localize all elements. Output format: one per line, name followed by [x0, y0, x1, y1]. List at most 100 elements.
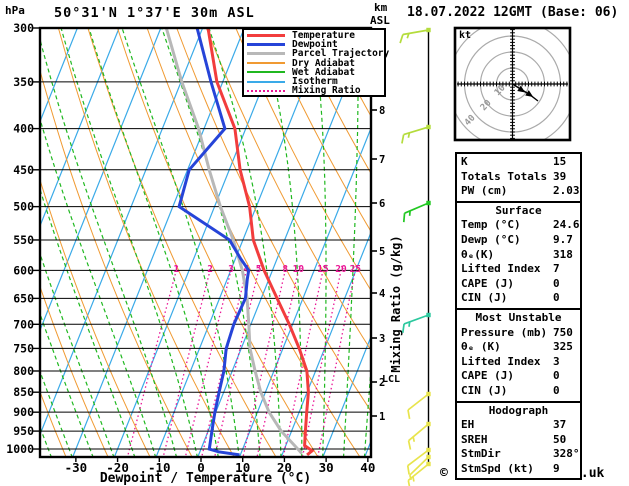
wind-barb — [407, 461, 431, 486]
svg-text:25: 25 — [350, 264, 362, 275]
table-row: θₑ(K) 318 — [457, 248, 580, 263]
legend-label: Wet Adiabat — [292, 66, 355, 78]
row-label: Temp (°C) — [461, 218, 521, 232]
row-value: 0 — [553, 291, 560, 305]
svg-text:-20: -20 — [106, 460, 129, 475]
table-row: CAPE (J) 0 — [457, 277, 580, 292]
table-row: Temp (°C) 24.6 — [457, 218, 580, 233]
svg-text:750: 750 — [13, 341, 34, 355]
row-value: 318 — [553, 247, 573, 261]
legend-label: Dry Adiabat — [292, 57, 355, 69]
temperature-line-swatch — [247, 34, 285, 38]
svg-text:4: 4 — [379, 288, 385, 300]
svg-text:40: 40 — [360, 460, 375, 475]
svg-text:5: 5 — [256, 264, 262, 275]
svg-text:7: 7 — [379, 154, 385, 166]
svg-text:900: 900 — [13, 405, 34, 419]
svg-text:-30: -30 — [65, 460, 88, 475]
svg-text:450: 450 — [13, 163, 34, 177]
svg-text:10: 10 — [235, 460, 250, 475]
row-value: 15 — [553, 155, 567, 168]
indices-section-surface: Surface Temp (°C) 24.6 Dewp (°C) 9.7 θₑ(K)… — [455, 200, 582, 310]
row-value: 325 — [553, 340, 573, 354]
wet-adiabat-line-swatch — [247, 71, 285, 74]
legend-label: Parcel Trajectory — [292, 48, 390, 60]
svg-text:700: 700 — [13, 317, 34, 331]
indices-panel: K 15 Totals Totals 39 PW (cm) 2.03 Surface … — [455, 152, 582, 481]
row-label: Totals Totals — [461, 169, 548, 183]
svg-text:-10: -10 — [148, 460, 171, 475]
row-label: SREH — [461, 432, 488, 446]
isotherm-line-swatch — [247, 80, 285, 83]
svg-text:2: 2 — [207, 264, 213, 275]
legend-label: Mixing Ratio — [292, 85, 361, 97]
row-label: Dewp (°C) — [461, 232, 521, 246]
table-row: Totals Totals 39 — [457, 170, 580, 185]
temperature-curve — [206, 28, 315, 457]
table-row: StmDir 328° — [457, 447, 580, 462]
wind-barb — [407, 421, 431, 450]
svg-text:3: 3 — [379, 333, 385, 345]
indices-section-hodograph: Hodograph EH 37 SREH 50 StmDir 328° StmSpd … — [455, 400, 582, 481]
legend-label: Isotherm — [292, 76, 338, 88]
storm-motion-arrow — [525, 90, 534, 97]
altitude-axis: 8 7 6 5 4 3 2 1 — [371, 105, 385, 423]
svg-text:650: 650 — [13, 291, 34, 305]
section-title: Most Unstable — [475, 310, 562, 324]
row-label: Pressure (mb) — [461, 325, 548, 339]
table-row: CIN (J) 0 — [457, 291, 580, 306]
row-label: EH — [461, 418, 475, 432]
mixing-ratio-line-swatch — [247, 89, 285, 92]
svg-text:600: 600 — [13, 263, 34, 277]
svg-text:800: 800 — [13, 364, 34, 378]
altitude-axis-unit-km: km — [374, 1, 388, 14]
svg-text:3: 3 — [228, 264, 234, 275]
svg-text:950: 950 — [13, 424, 34, 438]
altitude-axis-unit-asl: ASL — [370, 14, 390, 27]
svg-text:1000: 1000 — [6, 442, 34, 456]
row-value: 7 — [553, 262, 560, 276]
run-datetime: 18.07.2022 12GMT (Base: 06) — [407, 5, 619, 20]
legend-item-wet-adiabat: Wet Adiabat — [247, 66, 384, 78]
dewpoint-line-swatch — [247, 43, 285, 47]
row-label: K — [461, 155, 468, 168]
table-row: StmSpd (kt) 9 — [457, 462, 580, 477]
row-value: 3 — [553, 354, 560, 368]
row-value: 2.03 — [553, 184, 580, 198]
sounding-curves — [164, 28, 315, 457]
row-label: CAPE (J) — [461, 369, 514, 383]
row-value: 0 — [553, 369, 560, 383]
table-row: Lifted Index 7 — [457, 262, 580, 277]
legend: Temperature Dewpoint Parcel Trajectory D… — [242, 28, 390, 98]
row-label: θₑ (K) — [461, 340, 501, 354]
pressure-axis: 300 350 400 450 500 550 600 650 700 750 800 850 900 9… — [6, 21, 40, 456]
row-value: 328° — [553, 447, 580, 461]
legend-item-mixing-ratio: Mixing Ratio — [247, 85, 384, 97]
hodograph-frame — [453, 26, 572, 142]
legend-item-dewpoint: Dewpoint — [247, 39, 384, 50]
row-label: CIN (J) — [461, 383, 508, 397]
row-label: Lifted Index — [461, 354, 541, 368]
svg-text:550: 550 — [13, 233, 34, 247]
temperature-axis: -30 -20 -10 0 10 20 30 40 — [65, 457, 375, 475]
row-label: Lifted Index — [461, 262, 541, 276]
table-row: CIN (J) 0 — [457, 384, 580, 399]
wind-barb — [406, 447, 431, 475]
indices-section-general: K 15 Totals Totals 39 PW (cm) 2.03 — [455, 152, 582, 203]
row-value: 9.7 — [553, 232, 573, 246]
svg-text:30: 30 — [319, 460, 334, 475]
row-label: θₑ(K) — [461, 247, 495, 261]
hodograph-unit-label: kt — [459, 30, 472, 41]
plot-frame — [38, 26, 373, 459]
table-row: Pressure (mb) 750 — [457, 326, 580, 341]
wind-barb-column — [399, 27, 431, 486]
legend-item-dry-adiabat: Dry Adiabat — [247, 57, 384, 69]
row-label: StmDir — [461, 447, 501, 461]
hodograph-trace — [512, 83, 539, 102]
svg-text:500: 500 — [13, 200, 34, 214]
row-value: 37 — [553, 418, 567, 432]
storm-motion-arrow — [517, 85, 526, 93]
pressure-axis-unit: hPa — [5, 4, 25, 17]
